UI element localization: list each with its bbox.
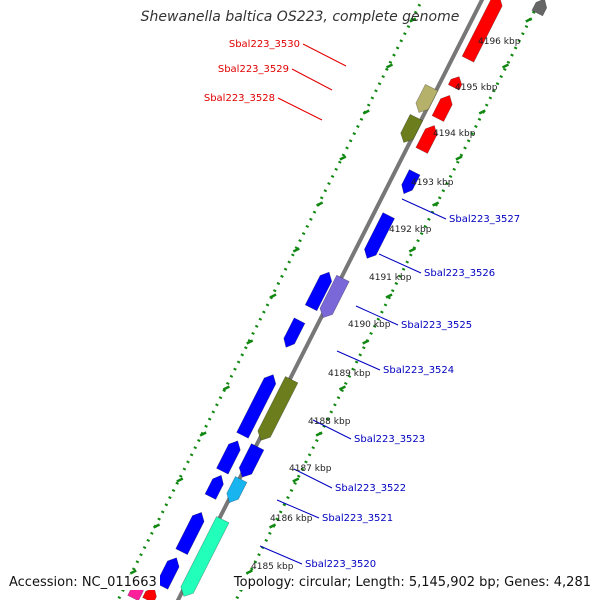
tick-right [222,385,230,391]
accession-text: Accession: NC_011663 [9,575,160,590]
scale-ticks [129,17,533,575]
label-leader-line [312,419,352,440]
gene-arrow-aqua [180,516,230,597]
tick-right [409,17,417,23]
scale-label: 4188 kbp [308,417,351,427]
gene-arrow-cyan [226,476,248,503]
gene-arrow-blue [236,374,277,439]
label-leaders [259,43,447,565]
gene-label: Sbal223_3522 [335,483,406,494]
gene-arrow-blue [155,557,180,590]
tick-right [176,477,184,483]
tick-left [268,523,277,529]
gene-label: Sbal223_3528 [204,93,275,104]
gene-label: Sbal223_3529 [218,64,289,75]
label-leader-line [259,545,303,565]
gene-arrow-khaki [415,83,439,113]
scale-label: 4185 kbp [251,562,294,572]
tick-right [246,339,254,345]
dots-right [116,0,424,600]
tick-left [385,293,393,299]
scale-label: 4189 kbp [328,369,371,379]
tick-left [432,201,440,207]
gene-labels: Sbal223_3530 Sbal223_3529 Sbal223_3528 Sbal… [204,39,520,570]
gene-label: Sbal223_3525 [401,320,472,331]
scale-label: 4190 kbp [348,320,391,330]
gene-arrow-slate [319,274,350,319]
gene-arrow-olive [400,113,424,143]
scale-label: 4192 kbp [389,225,432,235]
tick-left [338,385,346,391]
scale-label: 4196 kbp [478,37,521,47]
gene-arrow-blue [204,474,224,500]
gene-arrow-red [415,125,438,154]
tick-left [478,109,486,115]
tick-right [385,63,394,69]
scale-label: 4187 kbp [289,464,332,474]
gene-arrow-blue [175,511,205,555]
label-leader-line [276,499,320,519]
gene-arrow-grey [531,0,548,17]
map-title: Shewanella baltica OS223, complete genom… [140,9,460,25]
tick-right [292,247,300,253]
gene-arrow-red [461,0,503,63]
gene-label: Sbal223_3524 [383,365,454,376]
tick-right [269,293,277,299]
gene-arrow-red [447,76,463,91]
label-leader-line [355,305,399,326]
tick-left [362,339,370,345]
gene-label: Sbal223_3520 [305,559,376,570]
label-leader-line [293,468,333,489]
gene-arrow-red [431,95,453,122]
gene-arrow-blue [283,317,306,348]
label-leader-line [336,350,381,371]
label-leader-line [401,198,447,220]
gene-arrow-blue [216,440,241,475]
label-leader-line [302,43,347,67]
tick-left [525,17,533,23]
tick-left [315,431,323,437]
tick-right [316,201,324,207]
tick-left [292,477,300,483]
label-leader-line [291,68,333,91]
scale-labels: 4196 kbp 4195 kbp 4194 kbp 4193 kbp 4192 kbp… [251,37,521,572]
scale-label: 4191 kbp [369,273,412,283]
tick-right [129,569,137,575]
tick-left [501,63,510,69]
scale-label: 4194 kbp [433,129,476,139]
gene-label: Sbal223_3526 [424,268,495,279]
topology-text: Topology: circular; Length: 5,145,902 bp… [230,575,591,590]
tick-left [455,155,463,161]
tick-left [245,569,253,575]
gene-label: Sbal223_3527 [449,214,520,225]
gene-arrow-blue [364,212,395,259]
gene-arrow-olive [257,376,299,441]
gene-arrow-blue [238,443,265,478]
gene-arrow-red [142,587,157,600]
label-leader-line [277,97,323,121]
gene-arrow-blue [401,169,421,195]
tick-right [152,523,161,529]
scale-label: 4195 kbp [455,83,498,93]
tick-right [339,155,347,161]
label-leader-line [378,253,422,274]
tick-left [408,247,416,253]
gene-arrow-blue [304,271,333,312]
tick-right [199,431,207,437]
gene-features [127,0,548,600]
scale-label: 4186 kbp [270,514,313,524]
gene-label: Sbal223_3523 [354,434,425,445]
scale-label: 4193 kbp [411,178,454,188]
dots-left [234,0,542,600]
gene-label: Sbal223_3530 [229,39,300,50]
gene-label: Sbal223_3521 [322,513,393,524]
tick-right [362,109,370,115]
